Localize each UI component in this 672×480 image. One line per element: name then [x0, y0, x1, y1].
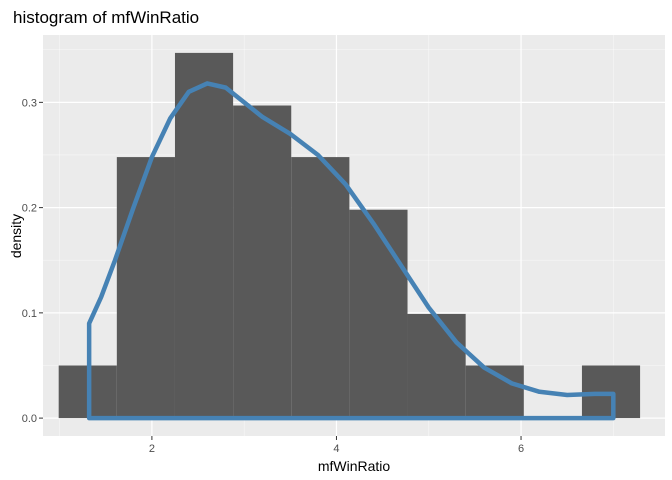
histogram-bar: [174, 52, 234, 419]
histogram-bar: [349, 209, 408, 419]
y-axis-title: density: [8, 214, 24, 258]
y-tick-label: 0.2: [22, 203, 37, 215]
x-axis-title: mfWinRatio: [318, 458, 391, 474]
histogram-bar: [291, 157, 350, 419]
y-axis-ticks: 0.0 0.1 0.2 0.3: [22, 97, 43, 425]
histogram-bar: [233, 105, 292, 419]
density-curve: [86, 81, 616, 421]
y-tick-label: 0.0: [22, 413, 37, 425]
y-tick-label: 0.1: [22, 308, 37, 320]
y-tick-label: 0.3: [22, 97, 37, 109]
x-tick-label: 6: [518, 443, 524, 455]
histogram-bars: [58, 52, 641, 419]
x-axis-ticks: 2 4 6: [149, 436, 524, 455]
histogram-bar: [116, 157, 175, 419]
chart-title: histogram of mfWinRatio: [13, 8, 199, 27]
histogram-bar: [407, 313, 466, 419]
x-tick-label: 4: [333, 443, 339, 455]
x-tick-label: 2: [149, 443, 155, 455]
